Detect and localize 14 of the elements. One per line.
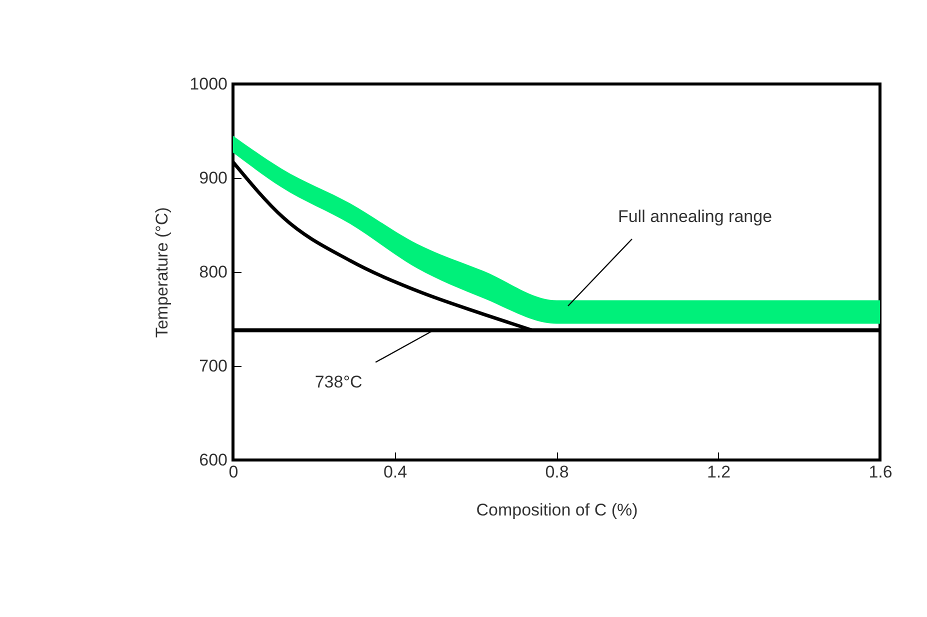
x-tick-label: 0 (228, 462, 238, 482)
annotation: Full annealing range (618, 207, 772, 226)
y-tick-label: 700 (199, 356, 228, 376)
y-tick-label: 900 (199, 168, 228, 188)
x-tick-label: 0.4 (383, 462, 408, 482)
x-tick-label: 0.8 (545, 462, 569, 482)
y-tick-label: 800 (199, 262, 228, 282)
y-axis-title: Temperature (°C) (152, 207, 172, 338)
x-tick-label: 1.6 (868, 462, 892, 482)
y-tick-label: 600 (199, 450, 228, 470)
x-axis-title: Composition of C (%) (476, 500, 638, 520)
y-tick-label: 1000 (190, 74, 228, 94)
x-tick-label: 1.2 (706, 462, 731, 482)
ref-line-label: 738°C (314, 372, 362, 392)
